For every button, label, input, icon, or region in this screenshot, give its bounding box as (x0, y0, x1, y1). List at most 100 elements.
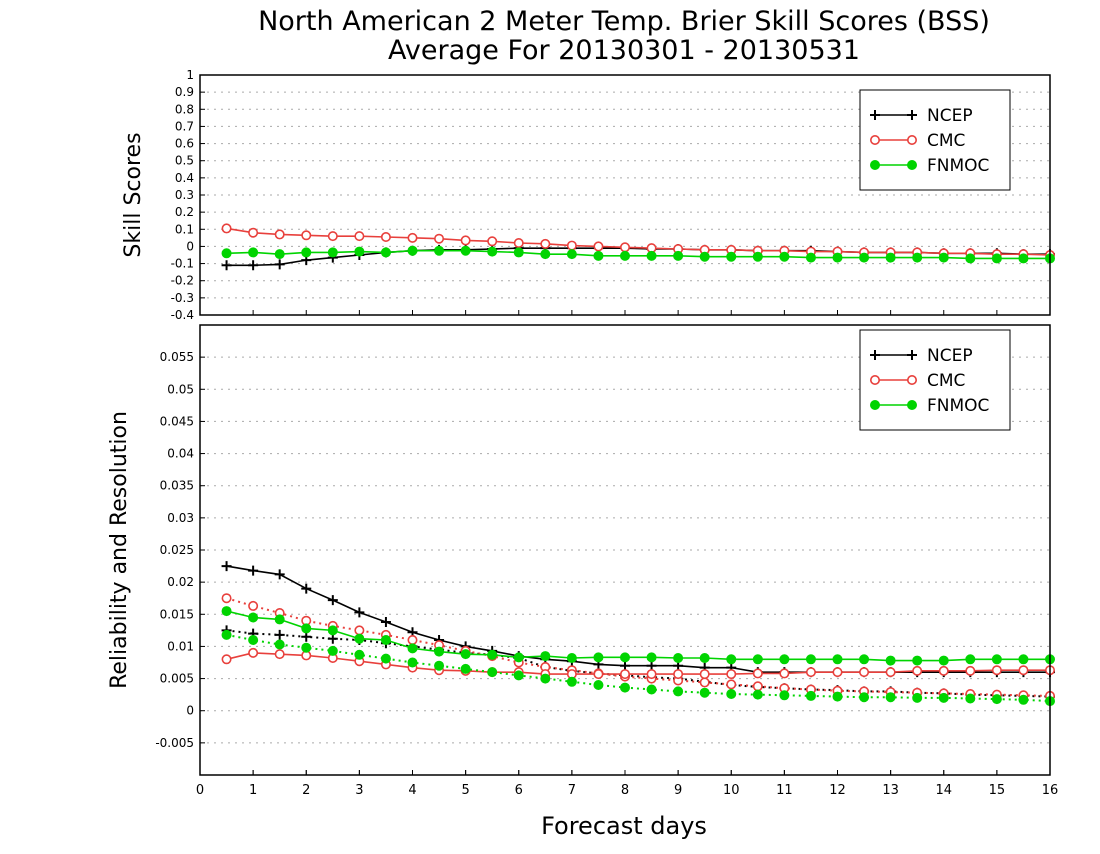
data-point-fnmoc (885, 252, 896, 263)
y-tick-label: -0.1 (171, 257, 194, 271)
data-point-fnmoc (646, 652, 657, 663)
x-tick-label: 9 (674, 783, 682, 798)
data-point-fnmoc (646, 250, 657, 261)
data-point-fnmoc (354, 649, 365, 660)
data-point-fnmoc (407, 657, 418, 668)
y-tick-label: 0.005 (160, 672, 194, 686)
data-point-fnmoc (859, 252, 870, 263)
data-point-fnmoc (274, 249, 285, 260)
data-point-fnmoc (699, 687, 710, 698)
data-point-cmc (460, 235, 471, 246)
data-point-fnmoc (460, 663, 471, 674)
data-point-fnmoc (991, 694, 1002, 705)
data-point-cmc (726, 669, 737, 680)
data-point-ncep (327, 633, 338, 644)
data-point-fnmoc (248, 612, 259, 623)
bottom-y-axis-label: Reliability and Resolution (107, 411, 132, 689)
data-point-cmc (407, 634, 418, 645)
data-point-cmc (699, 677, 710, 688)
data-point-fnmoc (673, 653, 684, 663)
data-point-cmc (779, 668, 790, 679)
data-point-fnmoc (805, 252, 816, 263)
data-point-fnmoc (566, 653, 577, 663)
y-tick-label: -0.005 (155, 736, 194, 750)
data-point-fnmoc (832, 691, 843, 702)
data-point-ncep (248, 260, 259, 271)
data-point-fnmoc (991, 654, 1002, 665)
data-point-cmc (274, 649, 285, 660)
data-point-fnmoc (274, 639, 285, 650)
x-tick-label: 10 (723, 783, 740, 798)
bottom-y-ticks: 0.055 0.05 0.045 0.04 0.035 0.03 0.025 0.02 0.01… (155, 350, 998, 775)
top-y-axis-label: Skill Scores (121, 132, 146, 257)
data-point-fnmoc (301, 642, 312, 653)
y-tick-label: 1 (186, 68, 194, 82)
data-point-fnmoc (673, 250, 684, 261)
data-point-cmc (513, 238, 524, 249)
data-point-fnmoc (805, 690, 816, 701)
data-point-fnmoc (885, 655, 896, 666)
y-tick-label: -0.3 (171, 291, 194, 305)
x-tick-label: 6 (515, 783, 523, 798)
x-tick-label: 14 (935, 783, 952, 798)
data-point-fnmoc (965, 693, 976, 704)
data-point-fnmoc (566, 676, 577, 687)
y-tick-label: 0.04 (167, 447, 194, 461)
data-point-cmc (274, 229, 285, 240)
y-tick-label: 0.5 (175, 154, 194, 168)
reliability-resolution-panel: 0.055 0.05 0.045 0.04 0.035 0.03 0.025 0.02 0.01… (107, 324, 1056, 776)
y-tick-label: 0.03 (167, 511, 194, 525)
y-tick-label: -0.4 (171, 308, 194, 322)
x-tick-label: 2 (302, 783, 310, 798)
top-series-group (221, 223, 1056, 271)
data-point-cmc (221, 223, 232, 234)
data-point-fnmoc (779, 654, 790, 665)
data-point-cmc (354, 231, 365, 242)
data-point-fnmoc (301, 247, 312, 258)
data-point-fnmoc (593, 250, 604, 261)
data-point-fnmoc (779, 690, 790, 701)
legend-marker-cmc (906, 135, 917, 146)
y-tick-label: 0.9 (175, 85, 194, 99)
data-point-ncep (646, 660, 657, 671)
y-tick-label: 0.055 (160, 350, 194, 364)
x-tick-label: 8 (621, 783, 629, 798)
legend-marker-cmc (869, 135, 880, 146)
legend-marker-fnmoc (907, 160, 917, 170)
data-point-fnmoc (1018, 694, 1029, 705)
data-point-fnmoc (699, 251, 710, 262)
data-point-fnmoc (354, 246, 365, 257)
data-point-cmc (540, 238, 551, 249)
data-point-fnmoc (380, 247, 391, 258)
data-point-fnmoc (832, 654, 843, 665)
data-point-cmc (885, 667, 896, 678)
data-point-cmc (1018, 665, 1029, 676)
data-point-cmc (912, 665, 923, 676)
data-point-fnmoc (620, 682, 630, 693)
data-point-fnmoc (593, 680, 604, 690)
data-point-fnmoc (646, 684, 657, 695)
data-point-fnmoc (487, 649, 498, 660)
data-point-cmc (805, 667, 816, 678)
data-point-fnmoc (938, 692, 949, 703)
data-point-cmc (248, 227, 259, 238)
x-tick-label: 13 (882, 783, 899, 798)
legend-marker-ncep (870, 350, 880, 360)
data-point-ncep (274, 629, 285, 640)
data-point-fnmoc (487, 667, 498, 678)
data-point-fnmoc (327, 247, 338, 258)
data-point-fnmoc (540, 673, 551, 684)
data-point-fnmoc (221, 629, 232, 640)
x-tick-label: 3 (355, 783, 363, 798)
data-point-fnmoc (752, 689, 763, 700)
legend-marker-fnmoc (870, 160, 880, 170)
data-point-cmc (673, 669, 684, 680)
data-point-fnmoc (726, 654, 737, 665)
data-point-cmc (248, 647, 259, 658)
legend-label-fnmoc: FNMOC (927, 156, 989, 176)
bottom-legend: NCEP CMC FNMOC (859, 329, 1011, 431)
series-fnmoc-solid (221, 245, 1055, 264)
data-point-fnmoc (566, 249, 577, 260)
